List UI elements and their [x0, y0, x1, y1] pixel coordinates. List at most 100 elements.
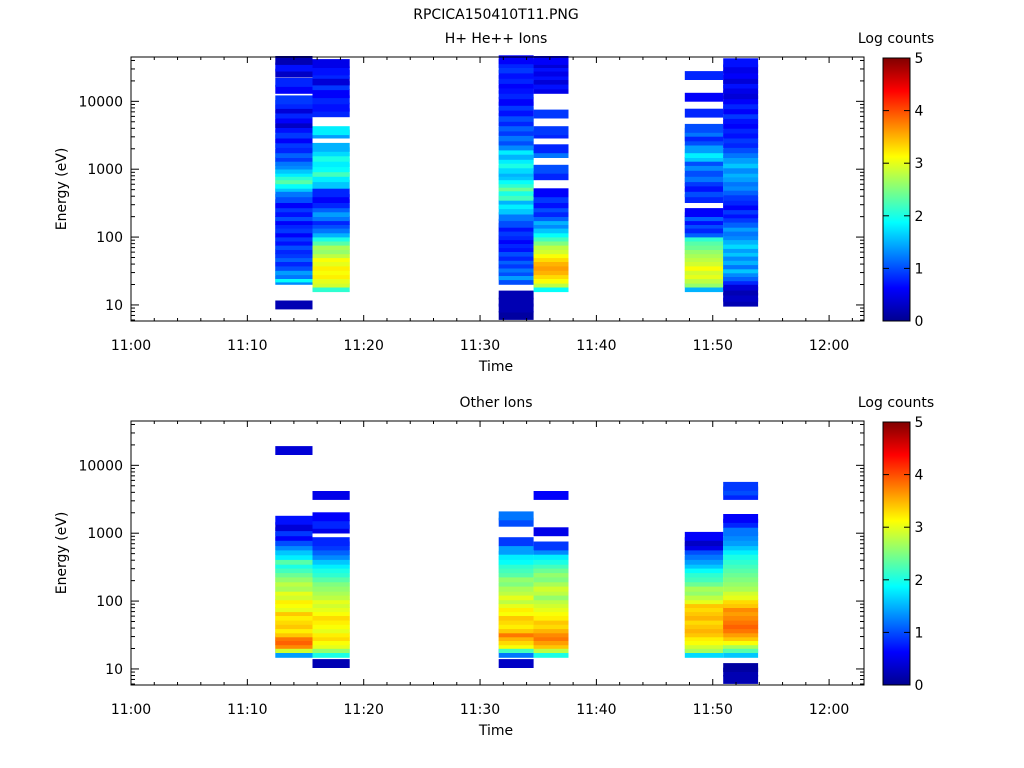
heatmap-cell — [533, 75, 569, 85]
heatmap-cell — [312, 188, 350, 198]
heatmap-cell — [275, 515, 313, 525]
heatmap-cell — [684, 531, 724, 541]
y-tick-label: 10 — [105, 662, 123, 678]
heatmap-cell — [498, 537, 534, 547]
heatmap-cell — [498, 141, 534, 151]
heatmap-cell — [312, 611, 350, 621]
heatmap-cell — [275, 62, 313, 72]
colorbar-tick-label: 3 — [915, 520, 924, 536]
heatmap-cell — [533, 283, 569, 293]
heatmap-cell — [684, 208, 724, 217]
heatmap-cell — [533, 164, 569, 174]
heatmap-cell — [275, 582, 313, 592]
panel-h-he-ions: H+ He++ Ions Time Energy (eV) 11:00 11:10… — [54, 31, 934, 375]
heatmap-cell — [533, 144, 569, 154]
heatmap-cell — [723, 196, 759, 206]
heatmap-cell — [312, 102, 350, 112]
heatmap-cell — [723, 139, 759, 148]
heatmap-cell — [498, 297, 534, 307]
heatmap-cell — [498, 573, 534, 583]
heatmap-cell — [684, 194, 724, 203]
y-tick-label: 100 — [96, 594, 123, 610]
heatmap-cell — [498, 75, 534, 84]
heatmap-cell — [533, 224, 569, 234]
heatmap-cell — [275, 100, 313, 109]
y-tick-label: 10000 — [78, 94, 123, 110]
heatmap-cell — [312, 582, 350, 592]
heatmap-cell — [498, 187, 534, 196]
heatmap-cell — [533, 126, 569, 136]
heatmap-cell — [312, 163, 350, 173]
x-tick-label: 11:40 — [576, 702, 616, 718]
heatmap-cell — [533, 274, 569, 284]
heatmap-cell — [723, 514, 759, 523]
heatmap-cell — [723, 115, 759, 124]
heatmap-cell — [275, 573, 313, 583]
heatmap-cell — [312, 59, 350, 68]
heatmap-cell — [498, 150, 534, 160]
y-tick-label: 1000 — [87, 162, 123, 178]
colorbar-tick-label: 2 — [915, 573, 924, 589]
heatmap-cell — [723, 675, 759, 684]
heatmap-cell — [498, 200, 534, 210]
heatmap-cell — [533, 208, 569, 217]
heatmap-cell — [723, 64, 759, 74]
heatmap-cell — [723, 551, 759, 560]
heatmap-cell — [498, 648, 534, 658]
heatmap-cell — [275, 194, 313, 203]
heatmap-cell — [498, 164, 534, 174]
heatmap-cell — [498, 79, 534, 89]
heatmap-cell — [312, 551, 350, 560]
heatmap-cell — [723, 201, 759, 211]
heatmap-cell — [275, 199, 313, 209]
heatmap-cell — [275, 149, 313, 158]
colorbar-tick-label: 4 — [915, 104, 924, 120]
heatmap-cell — [275, 123, 313, 133]
plot-frame — [130, 56, 865, 322]
heatmap-cell — [275, 104, 313, 114]
heatmap-cell — [723, 79, 759, 89]
axis-ticks: 11:00 11:10 11:20 11:30 11:40 11:50 12:00 10 100… — [78, 57, 864, 354]
heatmap-cell — [723, 75, 759, 84]
colorbar-ticks: 0 1 2 3 4 5 — [883, 51, 924, 330]
heatmap-cell — [312, 512, 350, 522]
colorbar-tick-label: 4 — [915, 468, 924, 484]
colorbar-frame — [882, 421, 911, 686]
heatmap-cell — [312, 152, 350, 162]
heatmap-cell — [684, 274, 724, 284]
panel-title: Other Ions — [459, 395, 532, 411]
heatmap-cell — [723, 164, 759, 174]
heatmap-cell — [723, 191, 759, 201]
x-tick-label: 11:50 — [693, 338, 733, 354]
heatmap-cell — [533, 491, 569, 500]
x-tick-label: 11:10 — [227, 702, 267, 718]
heatmap-cell — [312, 173, 350, 183]
heatmap-cell — [312, 108, 350, 118]
heatmap-cell — [684, 582, 724, 592]
heatmap-cell — [275, 129, 313, 139]
heatmap-cell — [684, 551, 724, 560]
x-tick-label: 12:00 — [809, 338, 849, 354]
heatmap-cell — [684, 173, 724, 183]
heatmap-cell — [533, 527, 569, 537]
heatmap-cell — [723, 227, 759, 237]
heatmap-cell — [723, 149, 759, 158]
heatmap-cell — [275, 78, 313, 87]
heatmap-cell — [533, 551, 569, 560]
heatmap-cell — [533, 611, 569, 621]
heatmap-cell — [312, 126, 350, 136]
heatmap-cell — [533, 564, 569, 574]
heatmap-cell — [312, 81, 350, 91]
heatmap-cell — [723, 537, 759, 547]
heatmap-cell — [684, 92, 724, 102]
heatmap-cell — [275, 564, 313, 574]
heatmap-cell — [533, 199, 569, 209]
heatmap-cell — [498, 611, 534, 621]
heatmap-cell — [723, 134, 759, 144]
heatmap-cell — [723, 90, 759, 100]
heatmap-cell — [723, 69, 759, 79]
heatmap-cell — [275, 551, 313, 560]
heatmap-cell — [498, 551, 534, 560]
colorbar-frame — [882, 57, 911, 322]
heatmap-cell — [723, 286, 759, 296]
